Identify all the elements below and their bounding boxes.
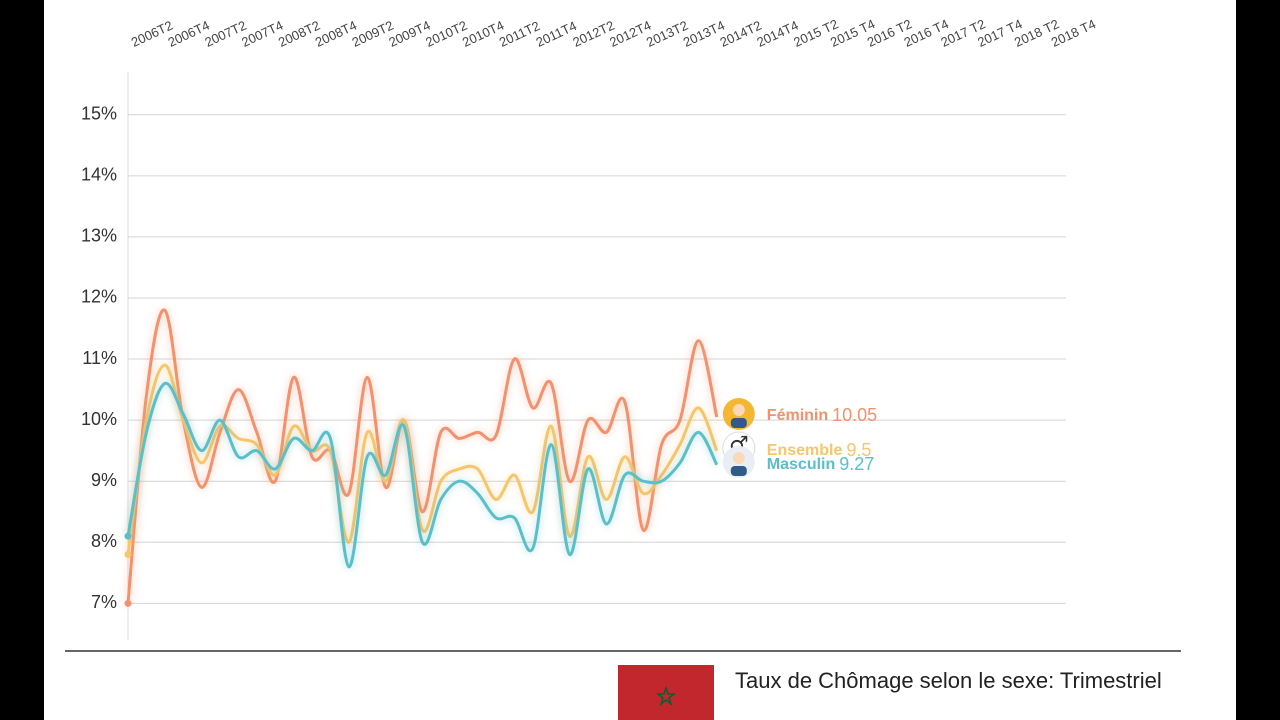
y-tick-label: 11% [82, 348, 117, 368]
y-tick-label: 7% [91, 592, 117, 612]
flag [618, 665, 714, 720]
flag-star [655, 685, 677, 707]
avatar-head [732, 404, 745, 416]
start-dot [124, 532, 132, 540]
avatar-body [730, 418, 747, 428]
series-line [126, 381, 719, 569]
start-dot [124, 550, 132, 558]
y-tick-label: 14% [81, 165, 117, 185]
end-label: Féminin 10.05 [722, 398, 877, 430]
y-tick-label: 10% [81, 409, 117, 429]
value-label: 10.05 [832, 405, 877, 425]
y-tick-label: 8% [91, 531, 117, 551]
legend-name: Masculin [767, 456, 835, 473]
chart-title: Taux de Chômage selon le sexe: Trimestri… [735, 668, 1162, 693]
value-label: 9.5 [846, 440, 871, 460]
y-tick-label: 13% [81, 226, 117, 246]
y-tick-label: 12% [81, 287, 117, 307]
end-label: Masculin 9.27 [722, 446, 874, 478]
legend-name: Ensemble [767, 442, 843, 459]
value-label: 9.27 [839, 454, 874, 474]
y-tick-label: 15% [81, 104, 117, 124]
background [44, 0, 1236, 720]
y-tick-label: 9% [91, 470, 117, 490]
legend-name: Féminin [767, 407, 828, 424]
avatar-head [732, 452, 745, 464]
avatar-body [730, 466, 747, 476]
start-dot [124, 599, 132, 607]
